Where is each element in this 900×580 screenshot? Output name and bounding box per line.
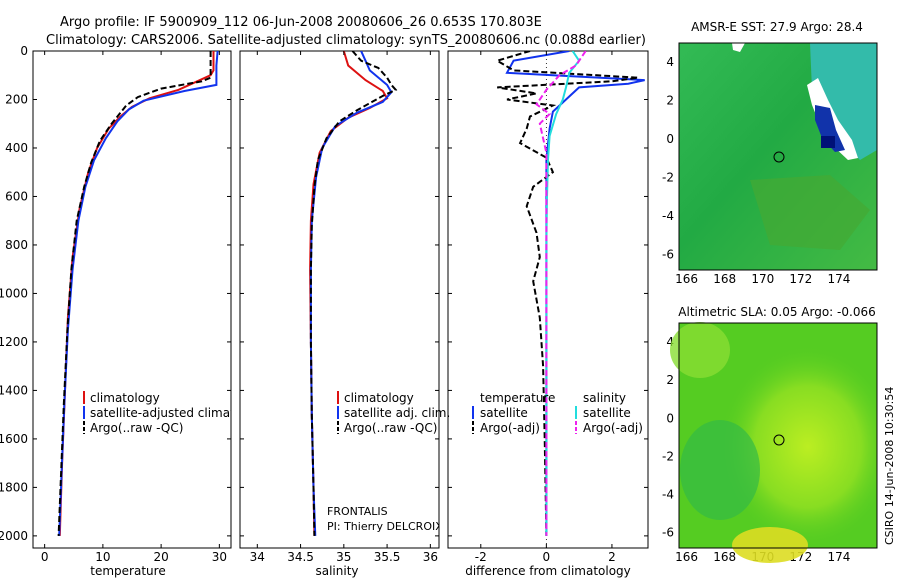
x-tick-label: 34.5: [287, 550, 314, 564]
map-x-tick-label: 168: [713, 272, 736, 286]
x-tick-label: 0: [543, 550, 551, 564]
series-line-satellite-adjusted-climatology: [58, 51, 219, 536]
series-line-temperature-argo-adj-: [494, 51, 639, 536]
y-tick-label: 600: [5, 189, 28, 203]
sst-map-title: AMSR-E SST: 27.9 Argo: 28.4: [691, 20, 863, 34]
y-tick-label: 200: [5, 92, 28, 106]
map-x-tick-label: 168: [713, 550, 736, 564]
map-y-tick-label: 0: [666, 411, 674, 425]
y-tick-label: 0: [20, 44, 28, 58]
title-line-2: Climatology: CARS2006. Satellite-adjuste…: [46, 33, 646, 48]
x-tick-label: 36: [423, 550, 438, 564]
series-line-climatology: [58, 51, 215, 536]
sla-map-title: Altimetric SLA: 0.05 Argo: -0.066: [678, 305, 875, 319]
credit-stamp: CSIRO 14-Jun-2008 10:30:54: [883, 387, 896, 545]
sla-north-high: [670, 322, 730, 378]
argo-float-marker: [773, 434, 785, 446]
sst-warm-patch: [810, 43, 877, 160]
y-tick-label: 800: [5, 238, 28, 252]
legend-item-sal-satellite: satellite: [583, 406, 631, 420]
legend-item-climatology: climatology: [344, 391, 414, 405]
map-y-tick-label: 4: [666, 55, 674, 69]
legend-item-sal-argo: Argo(-adj): [583, 421, 643, 435]
series-line-argo-raw-qc-: [57, 51, 212, 536]
x-tick-label: 35: [336, 550, 351, 564]
sst-cold-blue: [815, 105, 845, 152]
sla-low-left: [680, 420, 760, 520]
temperature-panel: [32, 50, 232, 549]
x-tick-label: 10: [95, 550, 110, 564]
argo-float-marker: [773, 151, 785, 163]
map-x-tick-label: 170: [751, 272, 774, 286]
legend-title-temperature: temperature: [480, 391, 555, 405]
y-tick-label: 2000: [0, 529, 28, 543]
legend-item-argo: Argo(..raw -QC): [90, 421, 183, 435]
y-tick-label: 400: [5, 141, 28, 155]
y-tick-label: 1200: [0, 335, 28, 349]
salinity-lines: [309, 51, 398, 536]
map-y-tick-label: 2: [666, 94, 674, 108]
difference-panel: [447, 50, 649, 549]
difference-legend: temperature salinity satellite Argo(-adj…: [472, 391, 643, 435]
legend-item-climatology: climatology: [90, 391, 160, 405]
map-x-tick-label: 174: [827, 272, 850, 286]
legend-item-temp-argo: Argo(-adj): [480, 421, 540, 435]
x-tick-label: 0: [41, 550, 49, 564]
map-y-tick-label: -2: [662, 171, 674, 185]
map-y-tick-label: 0: [666, 132, 674, 146]
difference-xlabel: difference from climatology: [465, 564, 631, 578]
map-y-tick-label: -2: [662, 449, 674, 463]
sst-map-frame: [678, 42, 878, 271]
legend-item-satellite: satellite-adjusted climatology: [90, 406, 268, 420]
y-tick-label: 1000: [0, 286, 28, 300]
legend-item-argo: Argo(..raw -QC): [344, 421, 437, 435]
x-tick-label: 20: [153, 550, 168, 564]
series-line-salinity-satellite: [545, 51, 581, 536]
x-tick-label: 30: [212, 550, 227, 564]
map-x-tick-label: 166: [675, 272, 698, 286]
map-y-tick-label: -4: [662, 209, 674, 223]
map-x-tick-label: 166: [675, 550, 698, 564]
sla-map: [670, 322, 878, 563]
salinity-xlabel: salinity: [315, 564, 358, 578]
sst-land-speck: [732, 43, 745, 52]
x-tick-label: -2: [475, 550, 487, 564]
legend-item-satellite: satellite adj. clim.: [344, 406, 450, 420]
sla-south-high: [732, 527, 808, 563]
legend-title-salinity: salinity: [583, 391, 626, 405]
legend-item-temp-satellite: satellite: [480, 406, 528, 420]
temperature-legend: climatology satellite-adjusted climatolo…: [83, 391, 268, 435]
temperature-lines: [57, 51, 219, 536]
map-y-tick-label: -6: [662, 526, 674, 540]
x-tick-label: 35.5: [374, 550, 401, 564]
float-name: FRONTALIS: [327, 505, 388, 518]
series-line-salinity-argo-adj-: [535, 51, 587, 536]
y-tick-label: 1400: [0, 383, 28, 397]
series-line-satellite-adj-clim-: [309, 51, 393, 536]
x-tick-label: 34: [250, 550, 265, 564]
map-y-tick-label: 2: [666, 373, 674, 387]
float-pi: PI: Thierry DELCROIX: [327, 520, 443, 533]
sst-cold-core: [821, 136, 835, 148]
sst-cool-patch: [750, 175, 870, 250]
series-line-argo-raw-qc-: [309, 51, 398, 536]
difference-lines: [494, 51, 645, 548]
temperature-xlabel: temperature: [90, 564, 165, 578]
y-tick-label: 1800: [0, 480, 28, 494]
map-y-tick-label: -6: [662, 248, 674, 262]
salinity-legend: climatology satellite adj. clim. Argo(..…: [337, 391, 450, 435]
map-x-tick-label: 174: [827, 550, 850, 564]
sla-map-frame: [678, 322, 878, 549]
title-line-1: Argo profile: IF 5900909_112 06-Jun-2008…: [60, 15, 542, 30]
map-x-tick-label: 172: [789, 272, 812, 286]
map-y-tick-label: -4: [662, 488, 674, 502]
series-line-climatology: [309, 51, 389, 536]
salinity-panel: [239, 50, 440, 549]
map-y-tick-label: 4: [666, 335, 674, 349]
x-tick-label: 2: [608, 550, 616, 564]
sst-map: [678, 42, 878, 271]
y-tick-label: 1600: [0, 432, 28, 446]
